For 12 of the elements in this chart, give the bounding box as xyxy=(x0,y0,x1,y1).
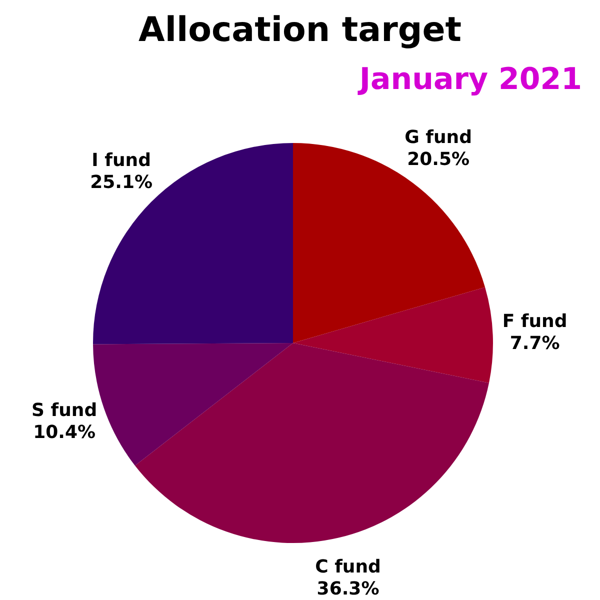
data-label: 20.5% xyxy=(407,149,470,170)
slice-label: F fund xyxy=(502,310,568,332)
chart-subtitle: January 2021 xyxy=(359,62,582,97)
chart-title: Allocation target xyxy=(138,10,462,50)
data-label: 25.1% xyxy=(90,172,153,194)
data-label: 36.3% xyxy=(316,578,380,600)
data-label: 7.7% xyxy=(510,332,560,354)
data-label: 10.4% xyxy=(33,422,96,443)
slice-label: C fund xyxy=(315,556,381,578)
slice-label: S fund xyxy=(32,400,98,421)
slice-label: I fund xyxy=(92,150,151,172)
slice-label: G fund xyxy=(404,127,472,148)
